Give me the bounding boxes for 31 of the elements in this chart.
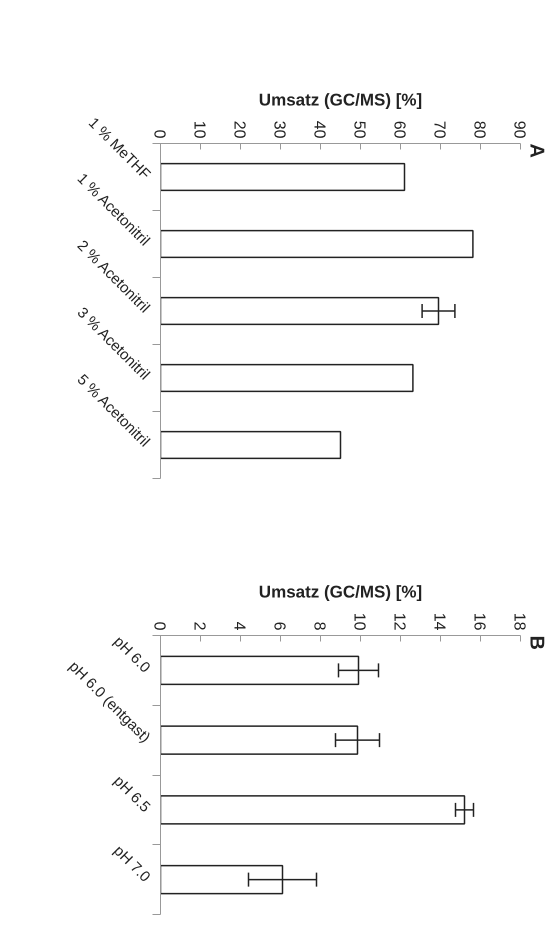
x-tick-label: 6 [270, 622, 288, 631]
x-tick-label: 14 [430, 612, 448, 631]
x-tick-label: 90 [510, 120, 528, 139]
x-tick-label: 8 [310, 622, 328, 631]
x-tick-label: 4 [230, 622, 248, 631]
x-tick-label: 18 [510, 612, 528, 631]
x-tick-label: 2 [190, 622, 208, 631]
bar [160, 162, 406, 192]
x-tick-label: 50 [350, 120, 368, 139]
y-tick-label: pH 6.0 [110, 633, 154, 676]
x-axis-title: Umsatz (GC/MS) [%] [258, 90, 422, 110]
y-tick-label: pH 7.0 [110, 842, 154, 886]
x-tick-label: 40 [310, 120, 328, 139]
x-axis-title: Umsatz (GC/MS) [%] [258, 582, 422, 602]
bar [160, 430, 342, 460]
bar [160, 364, 414, 392]
x-tick-label: 70 [430, 120, 448, 139]
x-tick-label: 12 [390, 612, 408, 631]
x-tick-label: 20 [230, 120, 248, 139]
x-tick-label: 10 [350, 612, 368, 631]
chart-title: B [526, 636, 548, 650]
x-tick-label: 16 [470, 612, 488, 631]
x-tick-label: 0 [150, 622, 168, 631]
bar [160, 230, 474, 258]
x-tick-label: 10 [190, 120, 208, 139]
x-tick-label: 80 [470, 120, 488, 139]
x-tick-label: 60 [390, 120, 408, 139]
x-tick-label: 30 [270, 120, 288, 139]
y-tick-label: pH 6.5 [110, 772, 154, 816]
x-tick-label: 0 [150, 130, 168, 139]
chart-title: A [526, 144, 548, 158]
